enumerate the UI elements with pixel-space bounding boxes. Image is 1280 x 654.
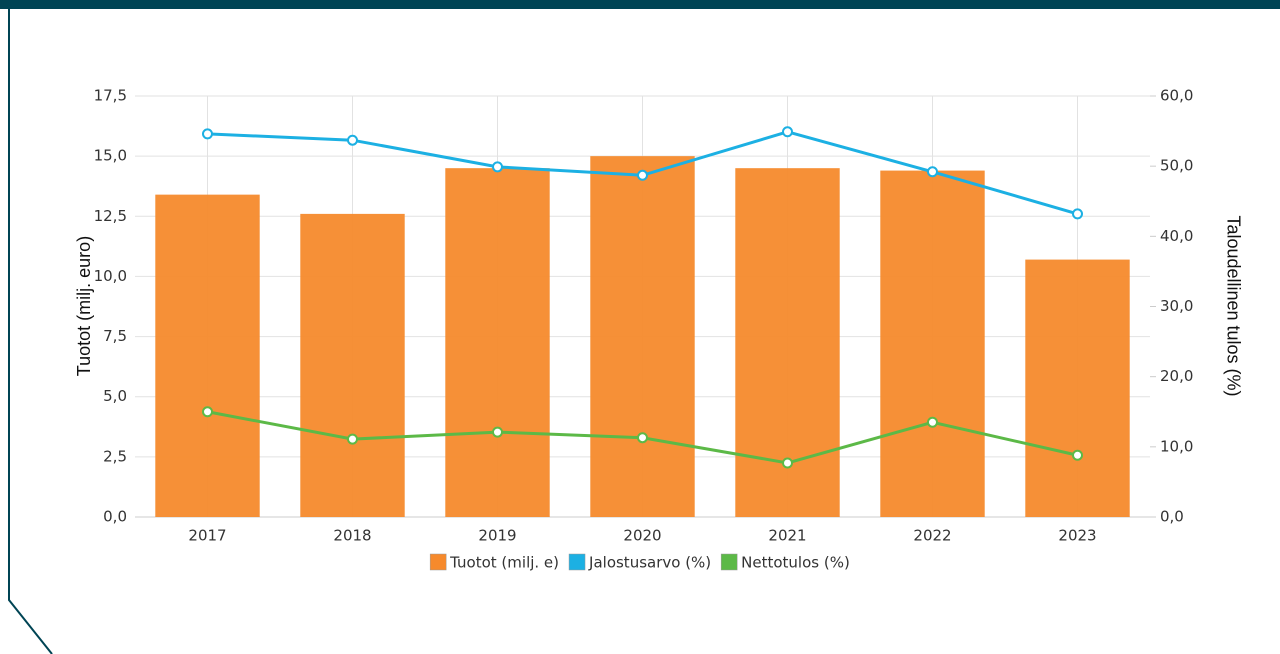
y2-tick-label: 10,0 xyxy=(1160,437,1193,455)
point xyxy=(637,432,648,444)
point xyxy=(492,161,503,173)
point xyxy=(927,166,938,178)
point xyxy=(492,426,503,438)
legend-label: Nettotulos (%) xyxy=(741,554,850,572)
point xyxy=(927,416,938,428)
point xyxy=(347,433,358,445)
x-tick-label: 2023 xyxy=(1058,527,1096,545)
x-tick-label: 2018 xyxy=(333,527,371,545)
legend-swatch xyxy=(720,553,738,571)
point xyxy=(202,128,213,140)
bar xyxy=(445,168,550,517)
y2-tick-label: 20,0 xyxy=(1160,367,1193,385)
y-tick-label: 2,5 xyxy=(103,447,127,465)
y2-tick-label: 40,0 xyxy=(1160,227,1193,245)
legend: Tuotot (milj. e) Jalostusarvo (%) Nettotul… xyxy=(429,553,850,572)
legend-label: Jalostusarvo (%) xyxy=(588,554,711,572)
bar xyxy=(1025,259,1130,517)
legend-swatch xyxy=(568,553,586,571)
point xyxy=(1072,208,1083,220)
y2-tick-label: 60,0 xyxy=(1160,87,1193,105)
legend-label: Tuotot (milj. e) xyxy=(449,554,559,572)
x-tick-label: 2022 xyxy=(913,527,951,545)
bar xyxy=(880,170,985,517)
top-bar xyxy=(0,0,1280,9)
y2-tick-label: 30,0 xyxy=(1160,297,1193,315)
frame xyxy=(8,9,53,654)
x-tick-label: 2019 xyxy=(478,527,516,545)
point xyxy=(347,134,358,146)
point xyxy=(202,406,213,418)
bar xyxy=(590,156,695,517)
y-tick-label: 12,5 xyxy=(94,207,127,225)
y-tick-label: 10,0 xyxy=(94,267,127,285)
legend-swatch xyxy=(429,553,447,571)
y-tick-label: 17,5 xyxy=(94,87,127,105)
bar xyxy=(300,213,405,517)
y-axis-title: Tuotot (milj. euro) xyxy=(74,236,94,376)
bar xyxy=(155,194,260,518)
x-tick-label: 2021 xyxy=(768,527,806,545)
y2-tick-label: 50,0 xyxy=(1160,157,1193,175)
point xyxy=(1072,449,1083,461)
x-tick-label: 2020 xyxy=(623,527,661,545)
point xyxy=(782,126,793,138)
point xyxy=(637,169,648,181)
point xyxy=(782,457,793,469)
y-tick-label: 5,0 xyxy=(103,387,127,405)
y2-axis-title: Taloudellinen tulos (%) xyxy=(1223,215,1243,396)
y2-tick-label: 0,0 xyxy=(1160,508,1184,526)
x-tick-label: 2017 xyxy=(188,527,226,545)
y-tick-label: 15,0 xyxy=(94,147,127,165)
y-tick-label: 7,5 xyxy=(103,327,127,345)
y-tick-label: 0,0 xyxy=(103,508,127,526)
